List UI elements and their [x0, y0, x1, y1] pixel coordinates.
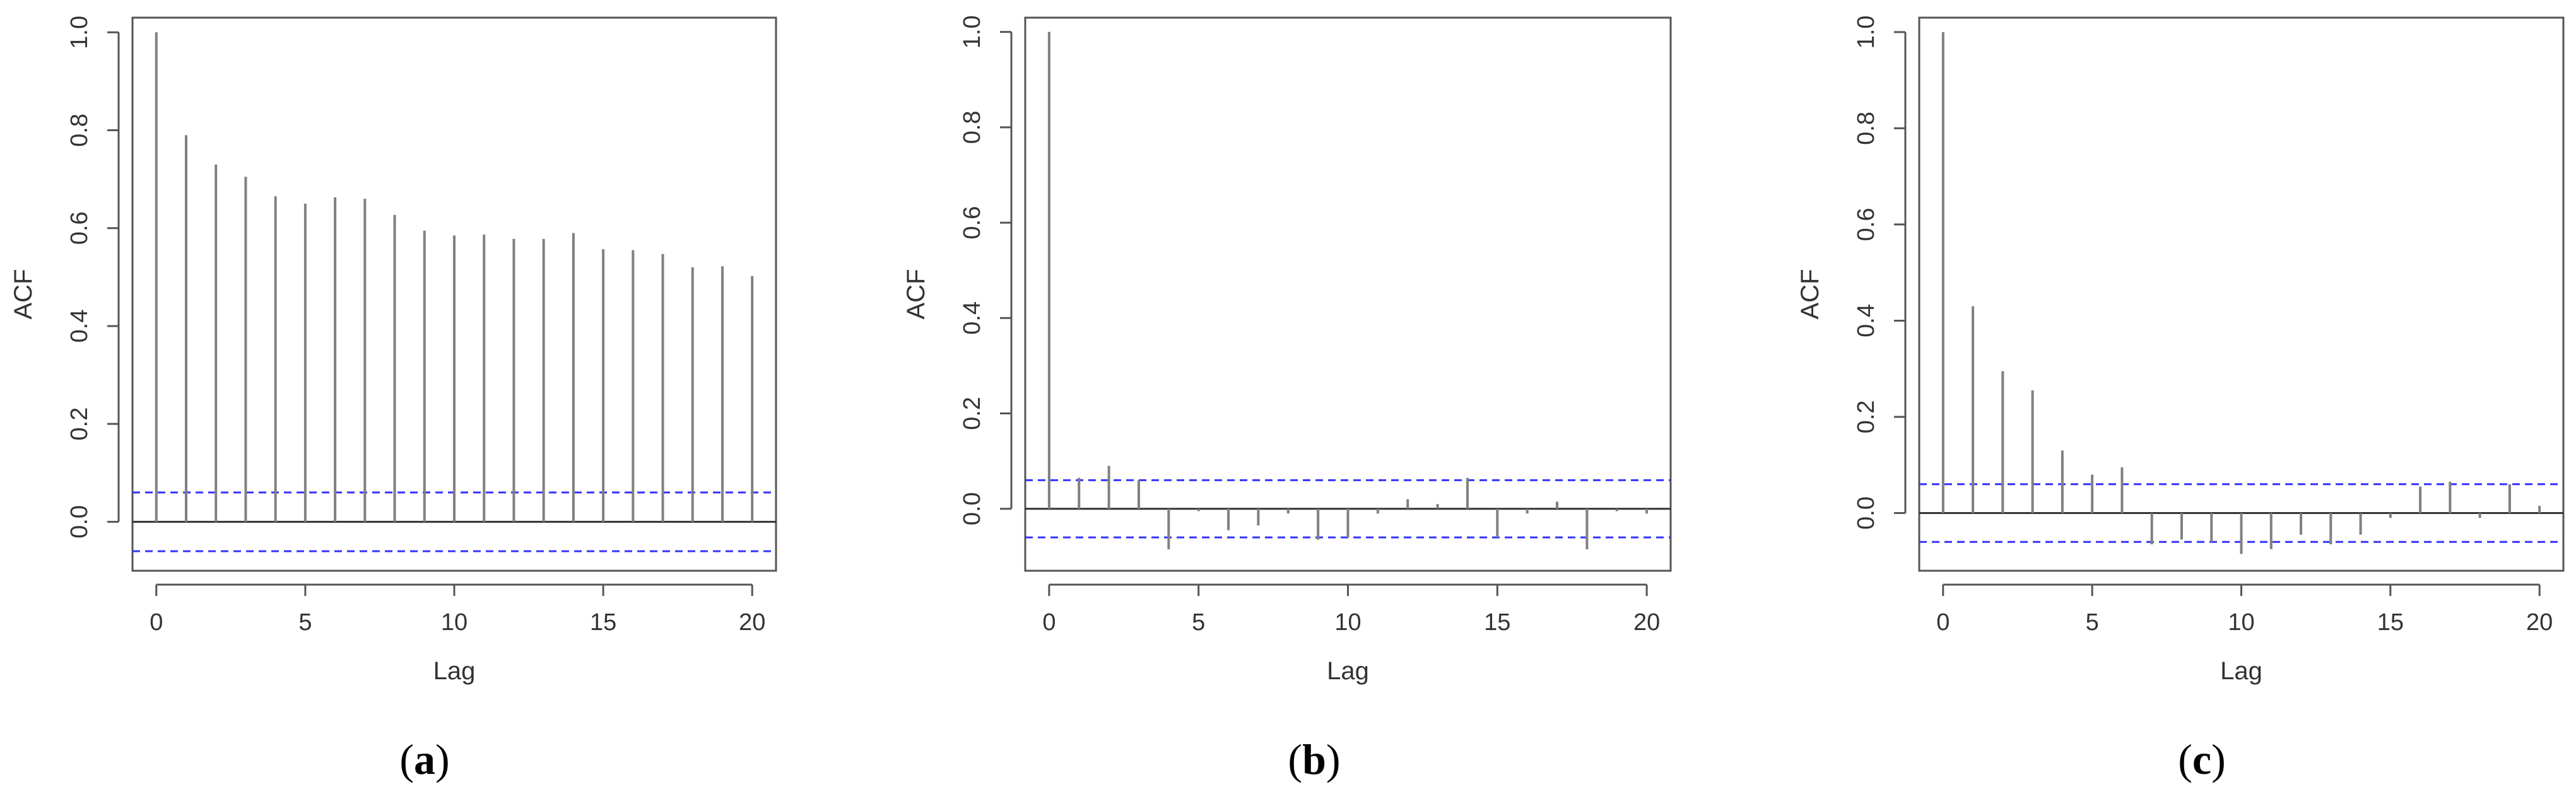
caption-b-open: (: [1288, 735, 1303, 783]
caption-c: (c): [2139, 735, 2265, 785]
y-tick-label: 0.6: [959, 206, 985, 240]
x-axis-label: Lag: [1327, 657, 1369, 685]
y-tick-label: 1.0: [1853, 15, 1879, 49]
x-tick-label: 5: [298, 609, 312, 636]
caption-b-close: ): [1326, 735, 1341, 783]
y-tick-label: 0.8: [1853, 112, 1879, 145]
acf-panel-c: 0 5 10 15 20 0.0 0.2 0.4 0.6 0.8 1.0 Lag ACF: [1796, 15, 2565, 685]
plot-frame: [1918, 16, 2565, 572]
y-tick-label: 0.8: [66, 114, 93, 147]
y-tick-label: 0.2: [66, 407, 93, 441]
y-tick-label: 0.4: [1853, 304, 1879, 337]
x-tick-label: 20: [1633, 609, 1660, 636]
caption-a-close: ): [435, 735, 450, 783]
x-axis-label: Lag: [2220, 657, 2262, 685]
x-tick-label: 15: [2377, 609, 2404, 636]
y-tick-label: 0.2: [1853, 400, 1879, 434]
x-tick-label: 10: [441, 609, 468, 636]
y-axis-label: ACF: [902, 269, 930, 320]
acf-panel-b: 0 5 10 15 20 0.0 0.2 0.4 0.6 0.8 1.0 Lag ACF: [902, 15, 1672, 685]
y-tick-label: 0.4: [959, 301, 985, 335]
y-tick-label: 1.0: [66, 16, 93, 49]
y-tick-label: 0.0: [66, 505, 93, 539]
x-tick-label: 0: [1042, 609, 1056, 636]
y-tick-label: 1.0: [959, 15, 985, 49]
y-tick-label: 0.4: [66, 310, 93, 343]
x-tick-label: 20: [2526, 609, 2553, 636]
y-tick-label: 0.6: [1853, 208, 1879, 242]
caption-c-close: ): [2211, 735, 2226, 783]
caption-c-letter: c: [2192, 735, 2212, 783]
x-tick-label: 5: [1192, 609, 1205, 636]
y-tick-label: 0.6: [66, 211, 93, 245]
y-tick-label: 0.2: [959, 397, 985, 430]
caption-a: (a): [362, 735, 488, 785]
y-axis-label: ACF: [9, 269, 37, 320]
x-tick-label: 5: [2086, 609, 2099, 636]
y-tick-label: 0.0: [959, 492, 985, 525]
caption-a-letter: a: [414, 735, 435, 783]
acf-panel-a: 0 5 10 15 20 0.0 0.2 0.4 0.6 0.8 1.0 Lag ACF: [9, 16, 777, 685]
caption-b: (b): [1251, 735, 1377, 785]
x-tick-label: 15: [1484, 609, 1510, 636]
x-tick-label: 20: [739, 609, 765, 636]
y-axis-label: ACF: [1796, 269, 1824, 320]
x-tick-label: 0: [1936, 609, 1950, 636]
x-axis-label: Lag: [433, 657, 476, 685]
plot-frame: [1024, 16, 1672, 572]
x-tick-label: 10: [2228, 609, 2254, 636]
plot-frame: [131, 16, 777, 572]
caption-b-letter: b: [1302, 735, 1326, 783]
caption-a-open: (: [399, 735, 414, 783]
x-tick-label: 10: [1334, 609, 1361, 636]
x-tick-label: 15: [590, 609, 616, 636]
y-tick-label: 0.0: [1853, 496, 1879, 530]
y-tick-label: 0.8: [959, 110, 985, 144]
caption-c-open: (: [2178, 735, 2192, 783]
x-tick-label: 0: [150, 609, 163, 636]
